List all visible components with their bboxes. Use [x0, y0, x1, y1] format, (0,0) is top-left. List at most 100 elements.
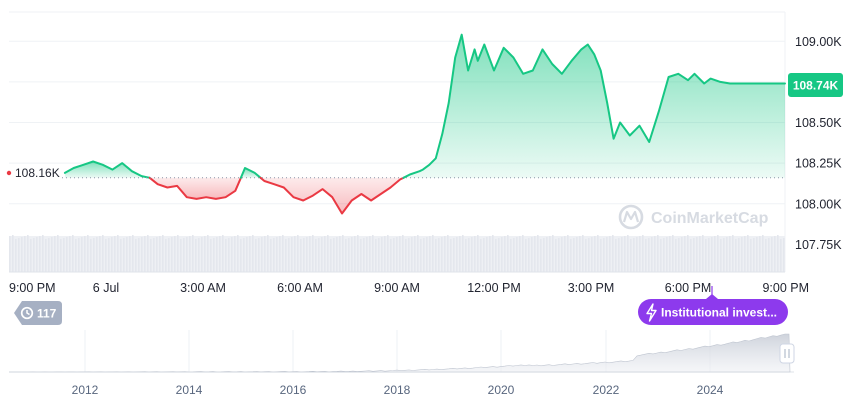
volume-bar: [771, 237, 773, 272]
volume-bar: [318, 238, 320, 272]
volume-bar: [537, 235, 539, 272]
volume-bar: [690, 239, 692, 272]
navigator-year-label: 2022: [593, 383, 620, 397]
volume-bar: [474, 236, 476, 272]
volume-bar: [189, 236, 191, 272]
volume-bar: [669, 236, 671, 272]
price-area-up: [240, 168, 261, 178]
volume-bar: [540, 239, 542, 272]
reference-marker: [6, 170, 12, 176]
volume-bar: [153, 238, 155, 272]
volume-bar: [267, 235, 269, 272]
volume-bar: [762, 235, 764, 272]
volume-bar: [576, 237, 578, 272]
volume-bar: [405, 239, 407, 272]
volume-bar: [111, 237, 113, 272]
volume-bar: [87, 235, 89, 272]
volume-bar: [99, 236, 101, 272]
volume-bar: [333, 238, 335, 272]
price-area-down: [260, 177, 404, 214]
x-tick-label: 3:00 AM: [180, 281, 226, 295]
volume-bar: [609, 236, 611, 272]
volume-bar: [717, 235, 719, 272]
price-line-up: [402, 33, 786, 179]
volume-bar: [237, 235, 239, 272]
volume-bar: [255, 239, 257, 272]
volume-bar: [321, 237, 323, 272]
time-range-navigator[interactable]: 2012 2014 2016 2018 2020 2022 2024: [9, 330, 795, 397]
volume-bar: [147, 235, 149, 272]
volume-bar: [213, 238, 215, 272]
volume-bar: [378, 238, 380, 272]
volume-bar: [90, 239, 92, 272]
volume-bar: [567, 235, 569, 272]
volume-bar: [249, 236, 251, 272]
volume-bar: [570, 239, 572, 272]
volume-bar: [78, 238, 80, 272]
volume-bar: [240, 239, 242, 272]
history-badge[interactable]: 117: [14, 301, 62, 325]
volume-bar: [186, 237, 188, 272]
volume-bar: [156, 237, 158, 272]
volume-bar: [168, 238, 170, 272]
volume-bar: [138, 238, 140, 272]
x-axis: 9:00 PM 6 Jul 3:00 AM 6:00 AM 9:00 AM 12:00 P…: [9, 281, 809, 295]
volume-bar: [300, 239, 302, 272]
volume-bar: [447, 235, 449, 272]
volume-bar: [534, 236, 536, 272]
volume-bar: [294, 236, 296, 272]
volume-bar: [588, 238, 590, 272]
volume-bar: [12, 235, 14, 272]
volume-bar: [477, 235, 479, 272]
volume-bar: [417, 235, 419, 272]
event-badge[interactable]: Institutional invest...: [638, 286, 788, 325]
volume-bar: [141, 237, 143, 272]
volume-bar: [642, 235, 644, 272]
volume-bar: [510, 239, 512, 272]
history-count: 117: [37, 307, 57, 321]
volume-bar: [108, 238, 110, 272]
volume-bar: [459, 236, 461, 272]
volume-bar: [561, 237, 563, 272]
price-area-up: [64, 161, 150, 178]
volume-bar: [600, 239, 602, 272]
volume-bar: [234, 236, 236, 272]
volume-bar: [492, 235, 494, 272]
volume-bar: [285, 239, 287, 272]
volume-bar: [231, 237, 233, 272]
volume-bar: [420, 239, 422, 272]
volume-bar: [366, 237, 368, 272]
volume-bar: [651, 237, 653, 272]
navigator-year-label: 2014: [176, 383, 203, 397]
volume-bar: [582, 235, 584, 272]
price-area-up: [403, 34, 785, 178]
volume-bar: [324, 236, 326, 272]
navigator-handle[interactable]: [779, 343, 795, 364]
volume-bar: [36, 237, 38, 272]
volume-bar: [81, 237, 83, 272]
price-area: [64, 34, 785, 214]
price-line-down: [259, 176, 405, 215]
coinmarketcap-watermark: CoinMarketCap: [618, 204, 769, 230]
volume-bar: [192, 235, 194, 272]
reference-price-label: 108.16K: [6, 166, 60, 180]
volume-bar: [444, 236, 446, 272]
y-tick-label: 109.00K: [795, 35, 842, 49]
volume-bar: [621, 237, 623, 272]
volume-bar: [261, 237, 263, 272]
volume-bar: [303, 238, 305, 272]
volume-bar: [195, 239, 197, 272]
volume-bar: [450, 239, 452, 272]
volume-bar: [498, 238, 500, 272]
y-tick-label: 108.50K: [795, 116, 842, 130]
volume-bar: [351, 237, 353, 272]
volume-bar: [348, 238, 350, 272]
volume-bar: [552, 235, 554, 272]
price-line-up: [239, 167, 262, 179]
volume-bar: [522, 235, 524, 272]
lightning-icon: [646, 303, 657, 322]
price-line-down: [148, 176, 242, 200]
volume-bar: [201, 237, 203, 272]
volume-bar: [606, 237, 608, 272]
volume-bar: [171, 237, 173, 272]
